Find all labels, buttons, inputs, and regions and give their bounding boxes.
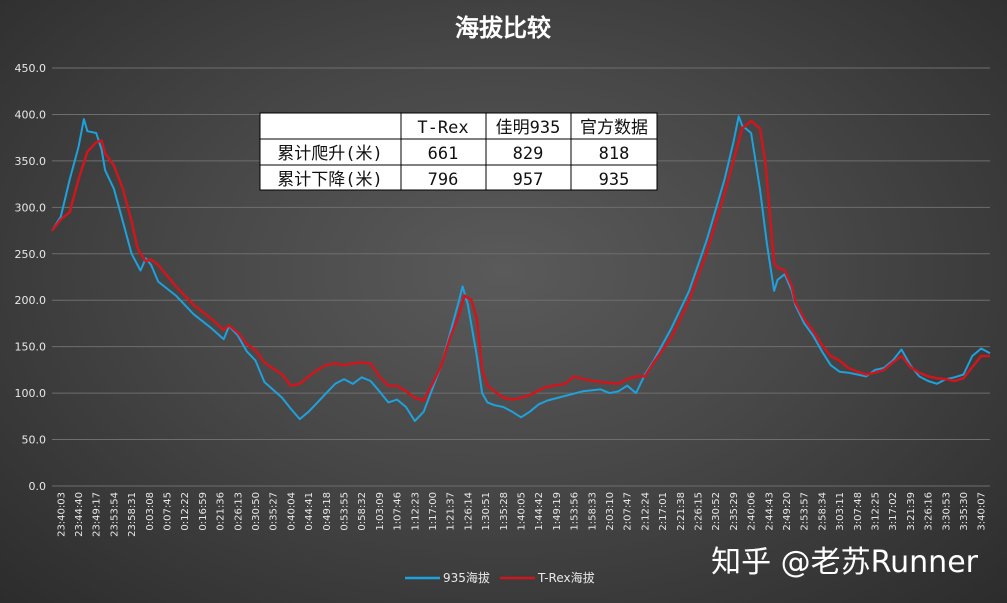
x-tick-label: 2:21:38 [676, 492, 687, 531]
x-tick-label: 23:44:40 [74, 492, 85, 537]
x-tick-label: 1:58:33 [587, 492, 598, 531]
y-axis: 0.0 50.0 100.0 150.0 200.0 250.0 300.0 350.0 400… [15, 62, 47, 493]
x-tick-label: 0:53:55 [340, 492, 351, 531]
legend-label-935: 935海拔 [443, 570, 490, 585]
x-axis: 23:40:03 23:44:40 23:49:17 23:53:54 23:58:31… [56, 492, 987, 537]
x-tick-label: 1:53:56 [570, 492, 581, 531]
x-tick-label: 23:53:54 [109, 492, 120, 537]
x-tick-label: 0:21:36 [216, 492, 227, 531]
x-tick-label: 1:17:00 [428, 492, 439, 531]
x-tick-label: 1:40:05 [517, 492, 528, 531]
y-tick-label: 350.0 [15, 155, 47, 168]
x-tick-label: 2:40:06 [747, 492, 758, 531]
table-background [259, 112, 658, 191]
x-tick-label: 0:07:45 [163, 492, 174, 531]
y-tick-label: 0.0 [29, 480, 47, 493]
chart-title: 海拔比较 [455, 14, 551, 42]
table-cell-ascent-official: 818 [599, 144, 630, 164]
table-row-descent-label: 累计下降(米) [277, 170, 382, 190]
x-tick-label: 1:35:28 [499, 492, 510, 531]
x-tick-label: 2:30:52 [711, 492, 722, 531]
series-935-line [51, 115, 991, 422]
table-header-official: 官方数据 [580, 118, 648, 138]
x-tick-label: 2:26:15 [693, 492, 704, 531]
x-tick-label: 2:17:01 [658, 492, 669, 531]
x-tick-label: 3:03:11 [835, 492, 846, 531]
x-tick-label: 0:49:18 [322, 492, 333, 531]
x-tick-label: 23:58:31 [127, 492, 138, 537]
table-row-ascent-label: 累计爬升(米) [277, 144, 382, 164]
x-tick-label: 3:35:30 [959, 492, 970, 531]
x-tick-label: 1:07:46 [393, 492, 404, 531]
table-cell-descent-garmin935: 957 [513, 170, 544, 190]
x-tick-label: 1:26:14 [463, 492, 474, 531]
x-tick-label: 2:12:24 [640, 492, 651, 531]
x-tick-label: 2:07:47 [623, 492, 634, 531]
x-tick-label: 0:35:27 [269, 492, 280, 531]
x-tick-label: 23:49:17 [92, 492, 103, 537]
x-tick-label: 3:12:25 [870, 492, 881, 531]
y-tick-label: 150.0 [15, 341, 47, 354]
x-tick-label: 3:40:07 [977, 492, 988, 531]
x-tick-label: 0:26:13 [233, 492, 244, 531]
x-tick-label: 1:44:42 [534, 492, 545, 531]
x-tick-label: 3:21:39 [906, 492, 917, 531]
x-tick-label: 2:49:20 [782, 492, 793, 531]
data-table: T-Rex 佳明935 官方数据 累计爬升(米) 661 829 818 累计下… [259, 112, 658, 191]
y-tick-label: 400.0 [15, 108, 47, 121]
series-lines [51, 115, 991, 422]
x-tick-label: 0:30:50 [251, 492, 262, 531]
y-tick-label: 450.0 [15, 62, 47, 75]
x-tick-label: 0:12:22 [180, 492, 191, 531]
x-tick-label: 0:03:08 [145, 492, 156, 531]
x-tick-label: 3:30:53 [941, 492, 952, 531]
x-tick-label: 1:21:37 [446, 492, 457, 531]
x-tick-label: 1:49:19 [552, 492, 563, 531]
y-tick-label: 50.0 [22, 434, 47, 447]
x-tick-label: 1:03:09 [375, 492, 386, 531]
table-header-trex: T-Rex [417, 118, 468, 138]
y-tick-label: 250.0 [15, 248, 47, 261]
x-tick-label: 2:03:10 [605, 492, 616, 531]
series-trex-line [51, 119, 990, 402]
y-tick-label: 200.0 [15, 294, 47, 307]
x-tick-label: 3:07:48 [853, 492, 864, 531]
y-tick-label: 300.0 [15, 201, 47, 214]
x-tick-label: 2:44:43 [764, 492, 775, 531]
x-tick-label: 2:35:29 [729, 492, 740, 531]
x-tick-label: 0:58:32 [357, 492, 368, 531]
x-tick-label: 3:17:02 [888, 492, 899, 531]
x-tick-label: 2:58:34 [817, 492, 828, 531]
legend: 935海拔 T-Rex海拔 [405, 570, 595, 585]
y-tick-label: 100.0 [15, 387, 47, 400]
x-tick-label: 0:44:41 [304, 492, 315, 531]
x-tick-label: 0:16:59 [198, 492, 209, 531]
legend-label-trex: T-Rex海拔 [537, 570, 595, 585]
x-tick-label: 1:30:51 [481, 492, 492, 531]
watermark: 知乎 @老苏Runner [711, 545, 979, 580]
table-cell-ascent-trex: 661 [428, 144, 459, 164]
x-tick-label: 2:53:57 [800, 492, 811, 531]
x-tick-label: 1:12:23 [410, 492, 421, 531]
table-cell-descent-official: 935 [599, 170, 630, 190]
x-tick-label: 3:26:16 [924, 492, 935, 531]
table-cell-ascent-garmin935: 829 [513, 144, 544, 164]
x-tick-label: 23:40:03 [56, 492, 67, 537]
x-tick-label: 0:40:04 [286, 492, 297, 531]
table-cell-descent-trex: 796 [428, 170, 459, 190]
table-header-garmin935: 佳明935 [496, 118, 561, 138]
